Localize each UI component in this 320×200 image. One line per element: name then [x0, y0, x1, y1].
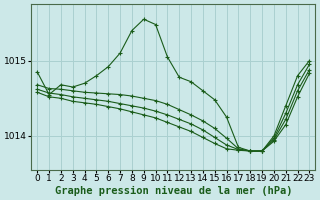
- X-axis label: Graphe pression niveau de la mer (hPa): Graphe pression niveau de la mer (hPa): [55, 186, 292, 196]
